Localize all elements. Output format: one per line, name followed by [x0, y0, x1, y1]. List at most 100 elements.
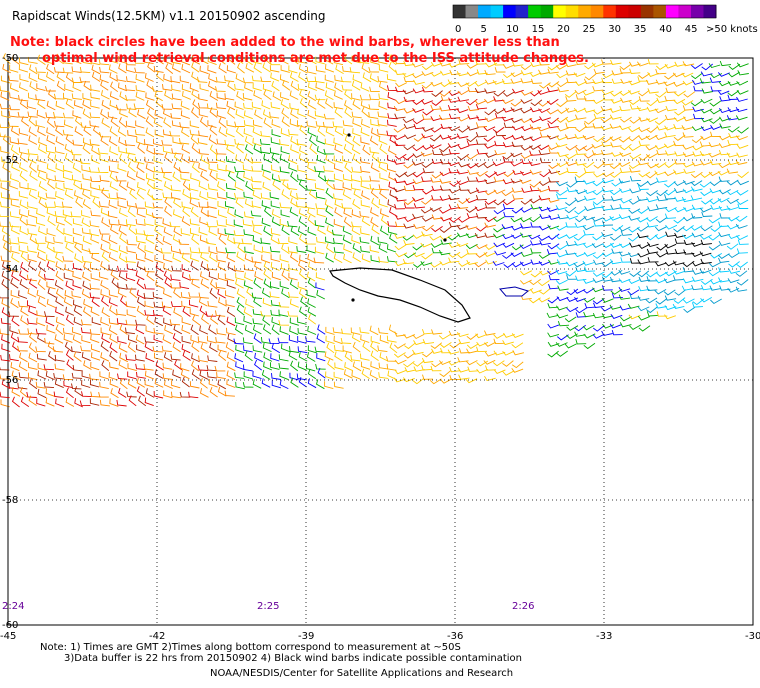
wind-barb: [208, 379, 218, 388]
wind-barb: [100, 80, 109, 91]
wind-barb: [271, 119, 281, 128]
wind-barb: [146, 270, 155, 282]
wind-barb: [538, 100, 551, 107]
wind-barb: [252, 83, 262, 92]
wind-barb: [351, 174, 361, 183]
wind-barb: [188, 391, 199, 399]
wind-barb: [583, 95, 595, 102]
wind-barb: [251, 176, 262, 183]
wind-barb: [647, 241, 659, 248]
wind-barb: [154, 369, 164, 379]
wind-barb: [699, 268, 712, 274]
wind-barb: [449, 342, 462, 349]
wind-barb: [431, 185, 443, 191]
wind-barb: [483, 330, 496, 336]
wind-barb: [403, 162, 416, 169]
wind-barb: [359, 210, 370, 218]
wind-barb: [574, 222, 587, 228]
wind-barb: [430, 61, 443, 67]
wind-barb: [673, 123, 685, 130]
legend-swatch: [565, 5, 579, 18]
wind-barb: [412, 184, 424, 191]
wind-barb: [89, 112, 101, 119]
wind-barb: [243, 371, 253, 380]
lat-lon-grid: [7, 57, 754, 626]
wind-barb: [421, 329, 434, 335]
wind-barb: [214, 365, 226, 372]
wind-barb: [243, 345, 253, 353]
wind-barb: [0, 182, 10, 191]
wind-barb: [288, 263, 299, 271]
wind-barb: [360, 334, 370, 343]
wind-barb: [71, 346, 82, 354]
wind-barb: [161, 301, 172, 309]
wind-barb: [591, 216, 604, 222]
wind-barb: [672, 260, 685, 266]
wind-barb: [215, 148, 227, 155]
wind-barb: [35, 120, 46, 128]
wind-barb: [485, 62, 498, 68]
wind-barb: [170, 76, 181, 84]
wind-barb: [0, 318, 11, 325]
wind-barb: [181, 84, 192, 93]
wind-barb: [236, 288, 246, 299]
wind-barb: [126, 239, 137, 246]
wind-barb: [80, 345, 91, 352]
wind-barb: [664, 63, 677, 69]
wind-barb: [411, 73, 424, 79]
wind-barb: [352, 118, 362, 128]
wind-barb: [718, 162, 731, 169]
wind-barb: [169, 221, 181, 228]
wind-barb: [556, 100, 568, 108]
wind-barb: [638, 243, 651, 249]
wind-barb: [575, 171, 587, 178]
legend-swatch: [615, 5, 629, 18]
wind-barb: [198, 130, 209, 138]
wind-barb: [171, 93, 182, 101]
wind-barb: [216, 372, 226, 380]
wind-barb: [502, 252, 514, 259]
wind-barb: [693, 85, 704, 92]
wind-barb: [46, 242, 56, 253]
wind-barb: [654, 162, 667, 169]
wind-barb: [332, 327, 343, 334]
wind-barb: [209, 287, 218, 299]
contamination-circle: [351, 298, 355, 302]
wind-barb: [412, 153, 425, 158]
wind-barb: [37, 73, 48, 82]
wind-barb: [83, 360, 92, 370]
wind-barb: [272, 179, 281, 191]
wind-barb: [73, 299, 83, 308]
wind-barb: [709, 198, 722, 205]
wind-barb: [628, 199, 641, 205]
wind-barb: [164, 277, 173, 289]
wind-barb: [164, 379, 173, 389]
wind-barb: [155, 54, 164, 65]
wind-barb: [198, 292, 209, 299]
wind-barb: [717, 72, 730, 77]
wind-barb: [475, 194, 487, 201]
wind-barb: [440, 70, 452, 76]
wind-barb: [502, 242, 515, 248]
wind-barb: [645, 171, 658, 179]
wind-barb: [54, 146, 65, 155]
wind-barb: [350, 183, 361, 191]
wind-barb: [582, 325, 595, 331]
wind-barb: [726, 243, 739, 250]
wind-barb: [181, 264, 191, 273]
wind-barb: [557, 334, 569, 341]
wind-barb: [324, 175, 335, 182]
wind-barb: [270, 72, 280, 82]
wind-barb: [574, 208, 586, 215]
wind-barb: [201, 314, 210, 325]
wind-barb: [379, 335, 389, 344]
wind-barb: [565, 96, 577, 102]
wind-barb: [342, 234, 352, 245]
wind-barb: [501, 224, 514, 230]
wind-barb: [377, 111, 388, 118]
wind-barb: [206, 221, 218, 228]
wind-barb: [503, 211, 515, 218]
wind-barb: [566, 297, 579, 302]
wind-barb: [361, 253, 371, 263]
wind-barb: [601, 178, 614, 184]
